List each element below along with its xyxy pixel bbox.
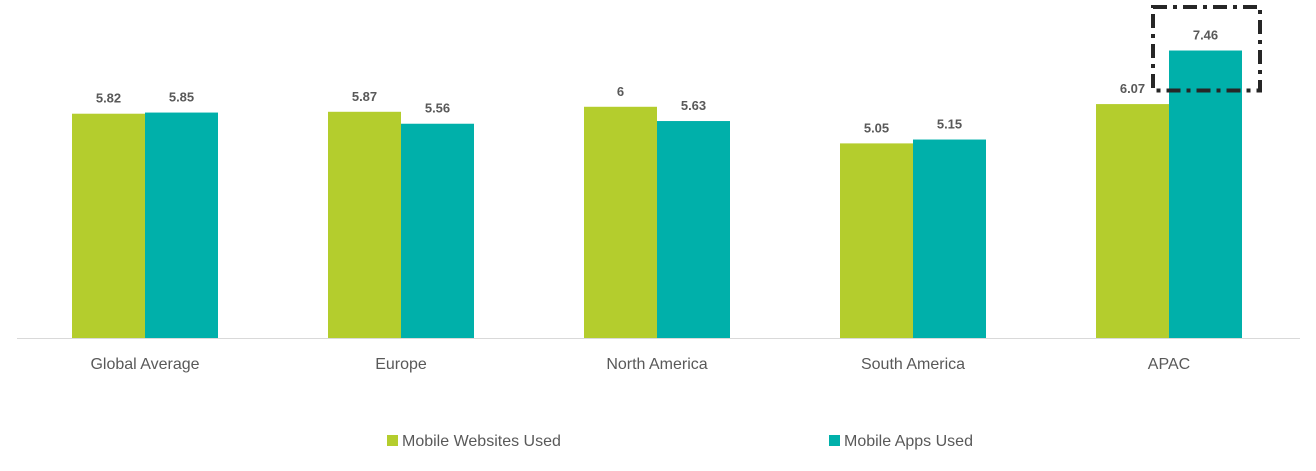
legend: Mobile Websites Used Mobile Apps Used — [387, 433, 973, 450]
bar-global-average-mobile-websites-used — [72, 113, 145, 338]
data-label-north-america-mobile-websites-used: 6 — [617, 84, 624, 99]
legend-label-mobile-websites-used: Mobile Websites Used — [402, 433, 561, 450]
bar-europe-mobile-apps-used — [401, 123, 474, 338]
category-label-north-america: North America — [606, 356, 707, 373]
data-label-apac-mobile-apps-used: 7.46 — [1193, 28, 1218, 43]
highlight-box — [1151, 5, 1262, 93]
category-label-apac: APAC — [1148, 356, 1190, 373]
category-labels-layer: Global Average Europe North America South A… — [90, 356, 1190, 373]
data-label-europe-mobile-apps-used: 5.56 — [425, 101, 450, 116]
data-label-north-america-mobile-apps-used: 5.63 — [681, 98, 706, 113]
legend-label-mobile-apps-used: Mobile Apps Used — [844, 433, 973, 450]
bar-global-average-mobile-apps-used — [145, 112, 218, 338]
data-label-south-america-mobile-websites-used: 5.05 — [864, 120, 889, 135]
data-label-apac-mobile-websites-used: 6.07 — [1120, 81, 1145, 96]
data-label-global-average-mobile-apps-used: 5.85 — [169, 90, 194, 105]
bars-layer — [72, 50, 1242, 339]
data-label-europe-mobile-websites-used: 5.87 — [352, 89, 377, 104]
category-label-europe: Europe — [375, 356, 427, 373]
data-label-global-average-mobile-websites-used: 5.82 — [96, 91, 121, 106]
data-label-south-america-mobile-apps-used: 5.15 — [937, 117, 962, 132]
bar-south-america-mobile-websites-used — [840, 143, 913, 338]
bar-europe-mobile-websites-used — [328, 111, 401, 338]
bar-apac-mobile-websites-used — [1096, 104, 1169, 339]
legend-swatch-mobile-websites-used — [387, 435, 398, 446]
bar-north-america-mobile-apps-used — [657, 121, 730, 338]
category-label-south-america: South America — [861, 356, 965, 373]
category-label-global-average: Global Average — [90, 356, 199, 373]
bar-south-america-mobile-apps-used — [913, 139, 986, 338]
data-labels-layer: 5.82 5.85 5.87 5.56 6 5.63 5.05 5.15 6.07 7.46 — [96, 28, 1218, 136]
bar-north-america-mobile-websites-used — [584, 106, 657, 338]
legend-swatch-mobile-apps-used — [829, 435, 840, 446]
bar-apac-mobile-apps-used — [1169, 50, 1242, 338]
